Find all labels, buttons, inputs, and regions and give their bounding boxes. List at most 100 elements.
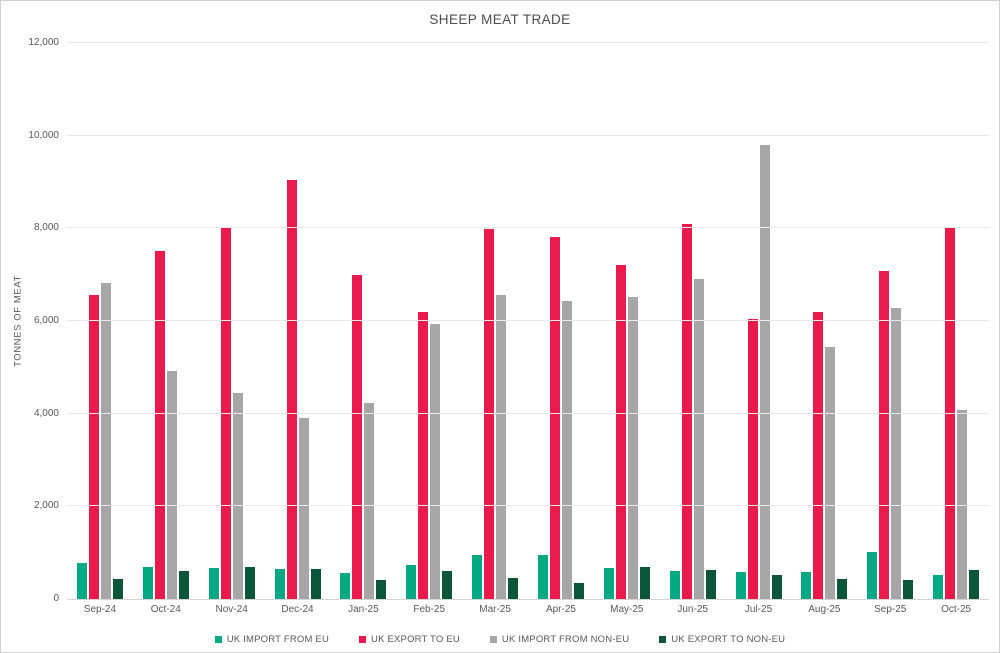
bar-group-jul-25 [726, 43, 792, 599]
bar-group-nov-24 [199, 43, 265, 599]
bar-uk-import-from-eu [933, 575, 944, 599]
legend-swatch-icon [659, 636, 667, 643]
bar-uk-import-from-non-eu [364, 403, 375, 599]
bar-uk-export-to-non-eu [376, 580, 387, 599]
gridline [67, 505, 989, 506]
bar-uk-import-from-eu [735, 572, 746, 599]
y-axis-tick-label: 12,000 [28, 37, 59, 48]
bar-uk-export-to-eu [484, 229, 495, 599]
bar-uk-import-from-non-eu [561, 301, 572, 599]
legend-item-uk-export-to-eu: UK EXPORT TO EU [359, 634, 460, 645]
bar-uk-import-from-non-eu [825, 347, 836, 599]
y-axis-tick-label: 2,000 [33, 500, 59, 511]
bar-uk-export-to-eu [88, 295, 99, 599]
x-axis-label: Jul-25 [744, 604, 773, 615]
x-axis-label: Aug-25 [808, 604, 841, 615]
plot-area: 0 2,000 4,000 6,000 8,000 10,000 12,000 [28, 37, 989, 604]
gridline [67, 320, 989, 321]
legend-swatch-icon [489, 636, 497, 643]
legend: UK IMPORT FROM EU UK EXPORT TO EU UK IMPOR… [1, 634, 999, 645]
bar-uk-import-from-non-eu [891, 308, 902, 599]
chart-title: SHEEP MEAT TRADE [429, 12, 571, 27]
bar-uk-import-from-eu [537, 555, 548, 599]
bar-uk-export-to-non-eu [244, 567, 255, 599]
bar-uk-export-to-eu [286, 180, 297, 599]
gridline [67, 413, 989, 414]
bar-uk-export-to-non-eu [705, 570, 716, 599]
bar-uk-export-to-eu [747, 319, 758, 599]
bar-uk-import-from-non-eu [627, 297, 638, 599]
bar-uk-export-to-eu [681, 224, 692, 599]
y-axis-tick-label: 10,000 [28, 130, 59, 141]
bar-uk-export-to-non-eu [837, 579, 848, 599]
gridline [67, 42, 989, 43]
x-axis-label: Sep-24 [83, 604, 117, 615]
bar-uk-import-from-non-eu [759, 145, 770, 599]
x-axis-label: Nov-24 [215, 604, 248, 615]
bar-uk-import-from-non-eu [693, 279, 704, 599]
bar-group-sep-25 [857, 43, 923, 599]
bar-uk-export-to-non-eu [508, 578, 519, 599]
legend-label: UK IMPORT FROM EU [226, 634, 330, 645]
bar-uk-export-to-eu [615, 265, 626, 599]
bar-uk-export-to-non-eu [573, 583, 584, 599]
gridline [67, 135, 989, 136]
bar-uk-export-to-non-eu [639, 567, 650, 599]
x-axis-labels: Sep-24 Oct-24 Nov-24 Dec-24 Jan-25 Feb-25 Mar-… [67, 604, 989, 615]
bar-group-dec-24 [265, 43, 331, 599]
bar-uk-export-to-eu [352, 275, 363, 599]
gridline [67, 227, 989, 228]
y-axis-tick-label: 8,000 [33, 222, 59, 233]
bar-group-mar-25 [462, 43, 528, 599]
x-axis-label: Jan-25 [348, 604, 379, 615]
bar-uk-import-from-eu [340, 573, 351, 599]
bar-uk-import-from-eu [274, 569, 285, 599]
bar-uk-export-to-non-eu [112, 579, 123, 599]
x-axis-label: Apr-25 [545, 604, 576, 615]
bar-group-oct-25 [923, 43, 989, 599]
bar-uk-export-to-non-eu [178, 571, 189, 599]
bar-uk-import-from-non-eu [100, 283, 111, 599]
legend-item-uk-import-from-non-eu: UK IMPORT FROM NON-EU [489, 634, 630, 645]
legend-label: UK IMPORT FROM NON-EU [501, 634, 630, 645]
bar-group-oct-24 [133, 43, 199, 599]
bar-uk-import-from-eu [867, 552, 878, 599]
legend-swatch-icon [359, 636, 367, 643]
bar-group-feb-25 [396, 43, 462, 599]
x-axis-label: Sep-25 [874, 604, 907, 615]
legend-item-uk-import-from-eu: UK IMPORT FROM EU [214, 634, 330, 645]
bar-uk-export-to-non-eu [969, 570, 980, 599]
bar-uk-import-from-eu [406, 565, 417, 599]
y-axis-tick-label: 4,000 [33, 408, 59, 419]
bar-uk-import-from-eu [76, 563, 87, 599]
bar-uk-export-to-eu [879, 271, 890, 599]
bar-group-jan-25 [330, 43, 396, 599]
bar-uk-export-to-non-eu [903, 580, 914, 599]
x-axis-label: Oct-25 [941, 604, 972, 615]
bar-uk-import-from-non-eu [232, 393, 243, 599]
bar-uk-export-to-eu [154, 251, 165, 599]
bar-groups-container [67, 43, 989, 599]
bar-uk-import-from-non-eu [496, 295, 507, 599]
bar-uk-export-to-non-eu [442, 571, 453, 599]
bar-uk-import-from-non-eu [166, 371, 177, 599]
bar-group-may-25 [594, 43, 660, 599]
bar-group-apr-25 [528, 43, 594, 599]
bar-uk-import-from-eu [142, 567, 153, 599]
bar-uk-import-from-eu [603, 568, 614, 599]
bar-group-sep-24 [67, 43, 133, 599]
bar-group-aug-25 [791, 43, 857, 599]
y-axis-tick-label: 0 [53, 593, 59, 604]
bar-uk-import-from-eu [801, 572, 812, 599]
legend-label: UK EXPORT TO NON-EU [671, 634, 786, 645]
bar-group-jun-25 [660, 43, 726, 599]
bar-uk-export-to-non-eu [310, 569, 321, 599]
x-axis-label: Dec-24 [281, 604, 314, 615]
bar-uk-import-from-eu [208, 568, 219, 599]
x-axis-line [67, 599, 989, 600]
x-axis-label: Jun-25 [677, 604, 708, 615]
x-axis-label: Feb-25 [413, 604, 446, 615]
bar-uk-import-from-non-eu [957, 410, 968, 599]
legend-swatch-icon [214, 636, 222, 643]
